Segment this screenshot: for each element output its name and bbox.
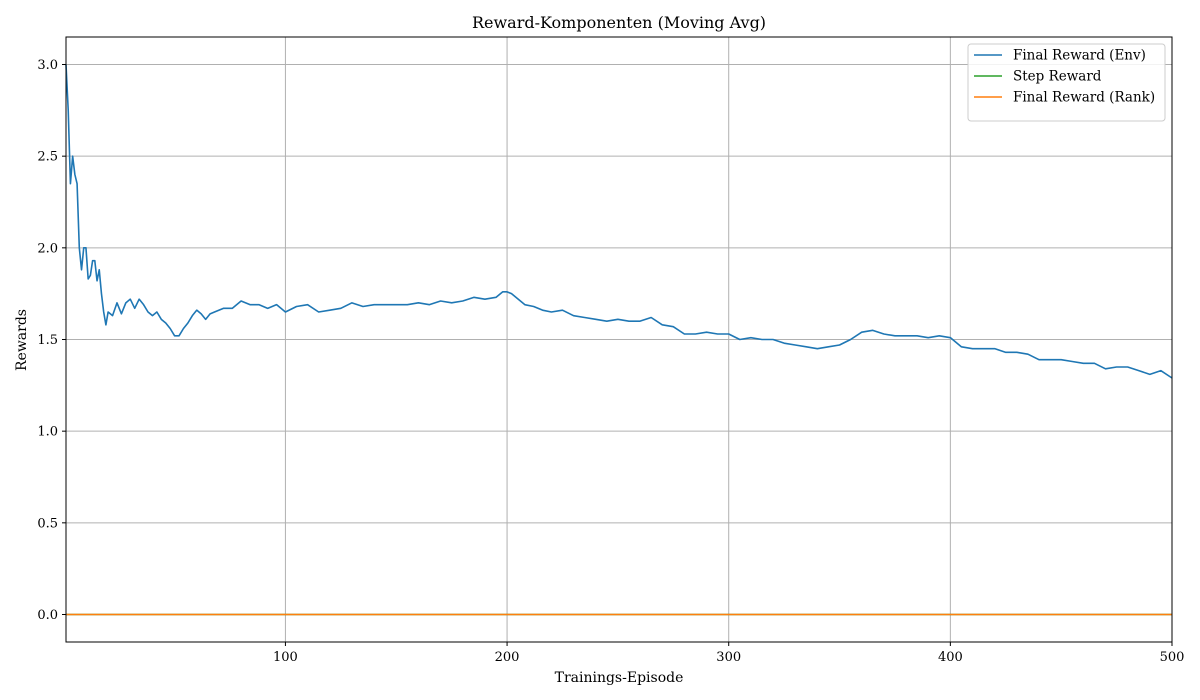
- x-tick-label: 500: [1160, 650, 1185, 665]
- legend: Final Reward (Env) Step Reward Final Rewar…: [967, 43, 1166, 122]
- legend-box: [967, 43, 1166, 122]
- series-layer: [65, 64, 1173, 616]
- legend-label: Final Reward (Env): [1013, 48, 1146, 64]
- y-tick-label: 1.5: [37, 333, 58, 348]
- legend-label: Step Reward: [1013, 69, 1102, 85]
- chart-title: Reward-Komponenten (Moving Avg): [472, 13, 766, 32]
- grid-layer: [66, 37, 1173, 642]
- y-tick-label: 3.0: [37, 58, 58, 73]
- y-tick-label: 1.0: [37, 425, 58, 440]
- y-tick-label: 2.5: [37, 150, 58, 165]
- x-axis-title: Trainings-Episode: [555, 670, 684, 686]
- tick-layer: 100 200 300 400 500 0.0 0.5 1.0 1.5 2.0 2.5 3.0: [37, 58, 1184, 665]
- x-tick-label: 300: [716, 650, 741, 665]
- y-tick-label: 2.0: [37, 241, 58, 256]
- x-tick-label: 400: [938, 650, 963, 665]
- x-tick-label: 100: [273, 650, 298, 665]
- x-tick-label: 200: [495, 650, 520, 665]
- y-axis-title: Rewards: [14, 309, 30, 371]
- legend-label: Final Reward (Rank): [1013, 90, 1155, 106]
- y-tick-label: 0.0: [37, 608, 58, 623]
- series-line-0: [65, 64, 1173, 379]
- y-tick-label: 0.5: [37, 516, 58, 531]
